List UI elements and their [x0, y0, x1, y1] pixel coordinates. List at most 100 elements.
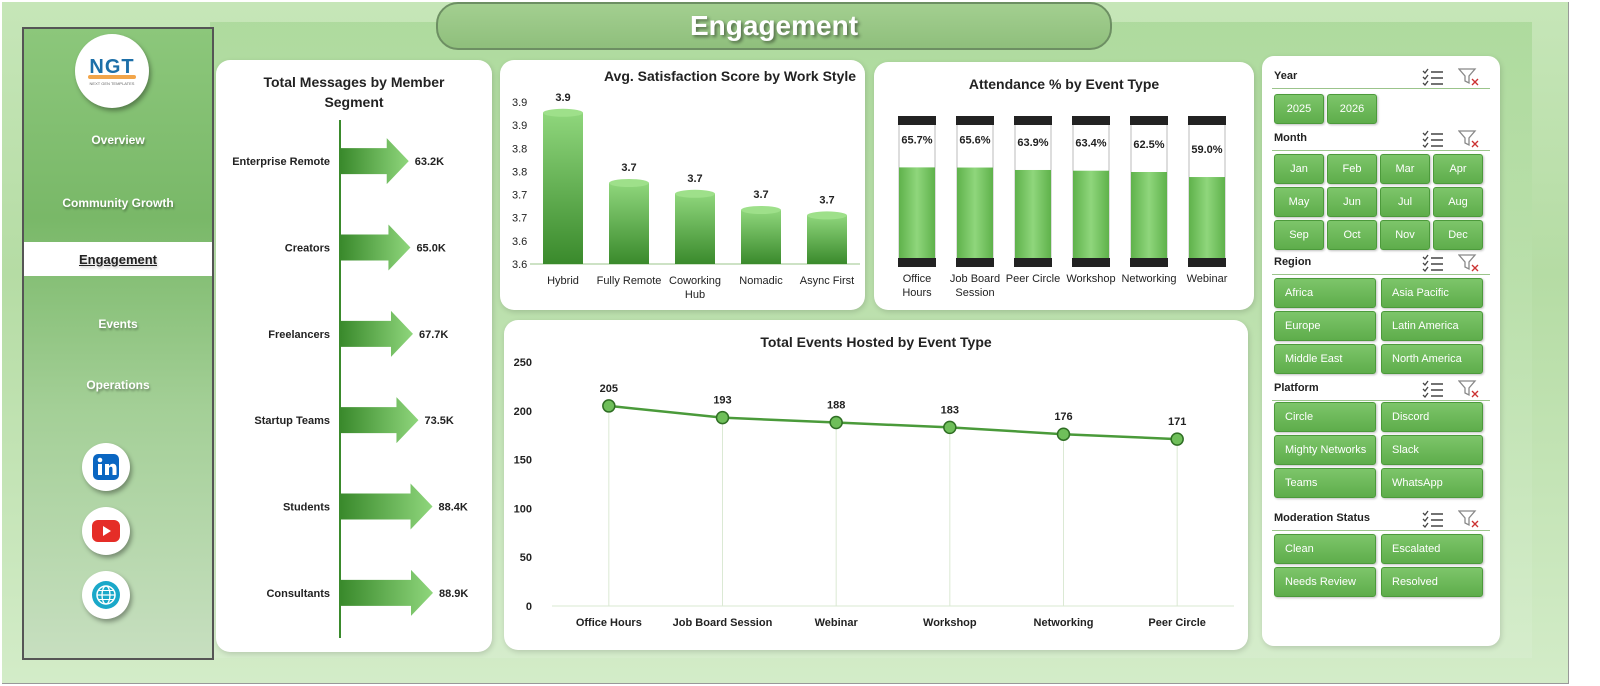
attendance-category-label: Workshop — [1066, 273, 1115, 285]
clear-filter-icon[interactable] — [1457, 510, 1480, 528]
messages-value-label: 88.9K — [439, 588, 468, 600]
messages-chart: Enterprise Remote 63.2K Creators 65.0K Freel… — [232, 120, 468, 638]
year-option-2026[interactable]: 2026 — [1327, 94, 1377, 124]
platform-option-discord[interactable]: Discord — [1381, 402, 1483, 432]
region-option-europe[interactable]: Europe — [1274, 311, 1376, 341]
platform-option-mighty-networks[interactable]: Mighty Networks — [1274, 435, 1376, 465]
attendance-value-label: 59.0% — [1191, 144, 1222, 156]
attendance-bar — [1015, 169, 1051, 262]
events-category-label: Workshop — [923, 617, 977, 629]
clear-filter-icon[interactable] — [1457, 254, 1480, 272]
year-filter-divider — [1272, 88, 1490, 89]
events-category-label: Peer Circle — [1148, 617, 1205, 629]
attendance-category-label: Job Board — [950, 273, 1000, 285]
month-option-jul[interactable]: Jul — [1380, 187, 1430, 217]
globe-icon — [92, 581, 120, 609]
month-option-may[interactable]: May — [1274, 187, 1324, 217]
messages-bar — [341, 569, 433, 616]
events-category-label: Office Hours — [576, 617, 642, 629]
events-value-label: 188 — [827, 400, 845, 412]
month-option-feb[interactable]: Feb — [1327, 154, 1377, 184]
platform-option-whatsapp[interactable]: WhatsApp — [1381, 468, 1483, 498]
events-ytick: 250 — [514, 357, 532, 369]
messages-value-label: 73.5K — [424, 415, 453, 427]
messages-category-label: Freelancers — [268, 329, 330, 341]
month-option-oct[interactable]: Oct — [1327, 220, 1377, 250]
nav-engagement[interactable]: Engagement — [24, 242, 212, 276]
region-option-middle-east[interactable]: Middle East — [1274, 344, 1376, 374]
region-option-latin-america[interactable]: Latin America — [1381, 311, 1483, 341]
clear-filter-icon[interactable] — [1457, 68, 1480, 86]
platform-option-teams[interactable]: Teams — [1274, 468, 1376, 498]
events-ytick: 0 — [526, 601, 532, 613]
attendance-bar — [1131, 172, 1167, 262]
attendance-tube-base — [1072, 258, 1110, 267]
moderation-status-option-needs-review[interactable]: Needs Review — [1274, 567, 1376, 597]
platform-option-slack[interactable]: Slack — [1381, 435, 1483, 465]
month-option-jan[interactable]: Jan — [1274, 154, 1324, 184]
nav-overview[interactable]: Overview — [91, 133, 145, 147]
region-option-africa[interactable]: Africa — [1274, 278, 1376, 308]
month-option-dec[interactable]: Dec — [1433, 220, 1483, 250]
satisfaction-ytick: 3.7 — [512, 190, 527, 202]
moderation-status-option-clean[interactable]: Clean — [1274, 534, 1376, 564]
messages-chart-title: Total Messages by Member Segment — [263, 74, 445, 110]
website-button[interactable] — [82, 571, 130, 619]
events-value-label: 176 — [1054, 411, 1072, 423]
month-option-nov[interactable]: Nov — [1380, 220, 1430, 250]
page-title: Engagement — [689, 10, 859, 41]
month-filter-label: Month — [1274, 132, 1307, 144]
attendance-value-label: 65.7% — [901, 134, 932, 146]
attendance-chart: 65.7% Office Hours 65.6% Job Board Session 63.… — [898, 116, 1228, 299]
month-option-aug[interactable]: Aug — [1433, 187, 1483, 217]
events-ytick: 100 — [514, 503, 532, 515]
region-option-north-america[interactable]: North America — [1381, 344, 1483, 374]
moderation-status-option-resolved[interactable]: Resolved — [1381, 567, 1483, 597]
region-option-asia-pacific[interactable]: Asia Pacific — [1381, 278, 1483, 308]
linkedin-button[interactable] — [82, 443, 130, 491]
multi-select-icon[interactable] — [1422, 130, 1444, 148]
satisfaction-bar — [609, 183, 649, 264]
platform-option-circle[interactable]: Circle — [1274, 402, 1376, 432]
multi-select-icon[interactable] — [1422, 254, 1444, 272]
satisfaction-value-label: 3.7 — [687, 173, 702, 185]
attendance-value-label: 65.6% — [959, 135, 990, 147]
multi-select-icon[interactable] — [1422, 510, 1444, 528]
messages-value-label: 63.2K — [415, 156, 444, 168]
month-option-mar[interactable]: Mar — [1380, 154, 1430, 184]
multi-select-icon[interactable] — [1422, 380, 1444, 398]
youtube-icon — [92, 520, 120, 542]
attendance-bar — [1189, 177, 1225, 262]
events-point — [943, 420, 957, 435]
attendance-bar — [957, 167, 993, 262]
events-value-label: 171 — [1168, 416, 1186, 428]
events-chart-title: Total Events Hosted by Event Type — [760, 334, 992, 350]
month-option-sep[interactable]: Sep — [1274, 220, 1324, 250]
messages-category-label: Startup Teams — [254, 415, 330, 427]
nav-community-growth[interactable]: Community Growth — [62, 196, 174, 210]
month-option-apr[interactable]: Apr — [1433, 154, 1483, 184]
year-option-2025[interactable]: 2025 — [1274, 94, 1324, 124]
page-title-bar: Engagement — [436, 2, 1112, 50]
clear-filter-icon[interactable] — [1457, 130, 1480, 148]
attendance-category-label: Session — [955, 287, 994, 299]
satisfaction-category-label: Async First — [800, 275, 854, 287]
multi-select-icon[interactable] — [1422, 68, 1444, 86]
events-point — [715, 410, 730, 425]
events-point — [1170, 432, 1184, 446]
satisfaction-bar-top — [807, 211, 847, 220]
youtube-button[interactable] — [82, 507, 130, 555]
attendance-chart-title: Attendance % by Event Type — [968, 76, 1160, 92]
nav-operations[interactable]: Operations — [86, 378, 150, 392]
attendance-category-label: Webinar — [1187, 273, 1228, 285]
attendance-category-label: Peer Circle — [1006, 273, 1060, 285]
satisfaction-value-label: 3.7 — [819, 194, 834, 206]
messages-category-label: Creators — [285, 243, 330, 255]
nav-events[interactable]: Events — [98, 317, 138, 331]
attendance-tube-cap — [1014, 116, 1052, 125]
messages-category-label: Students — [283, 502, 330, 514]
month-option-jun[interactable]: Jun — [1327, 187, 1377, 217]
clear-filter-icon[interactable] — [1457, 380, 1480, 398]
region-filter-label: Region — [1274, 256, 1312, 268]
moderation-status-option-escalated[interactable]: Escalated — [1381, 534, 1483, 564]
